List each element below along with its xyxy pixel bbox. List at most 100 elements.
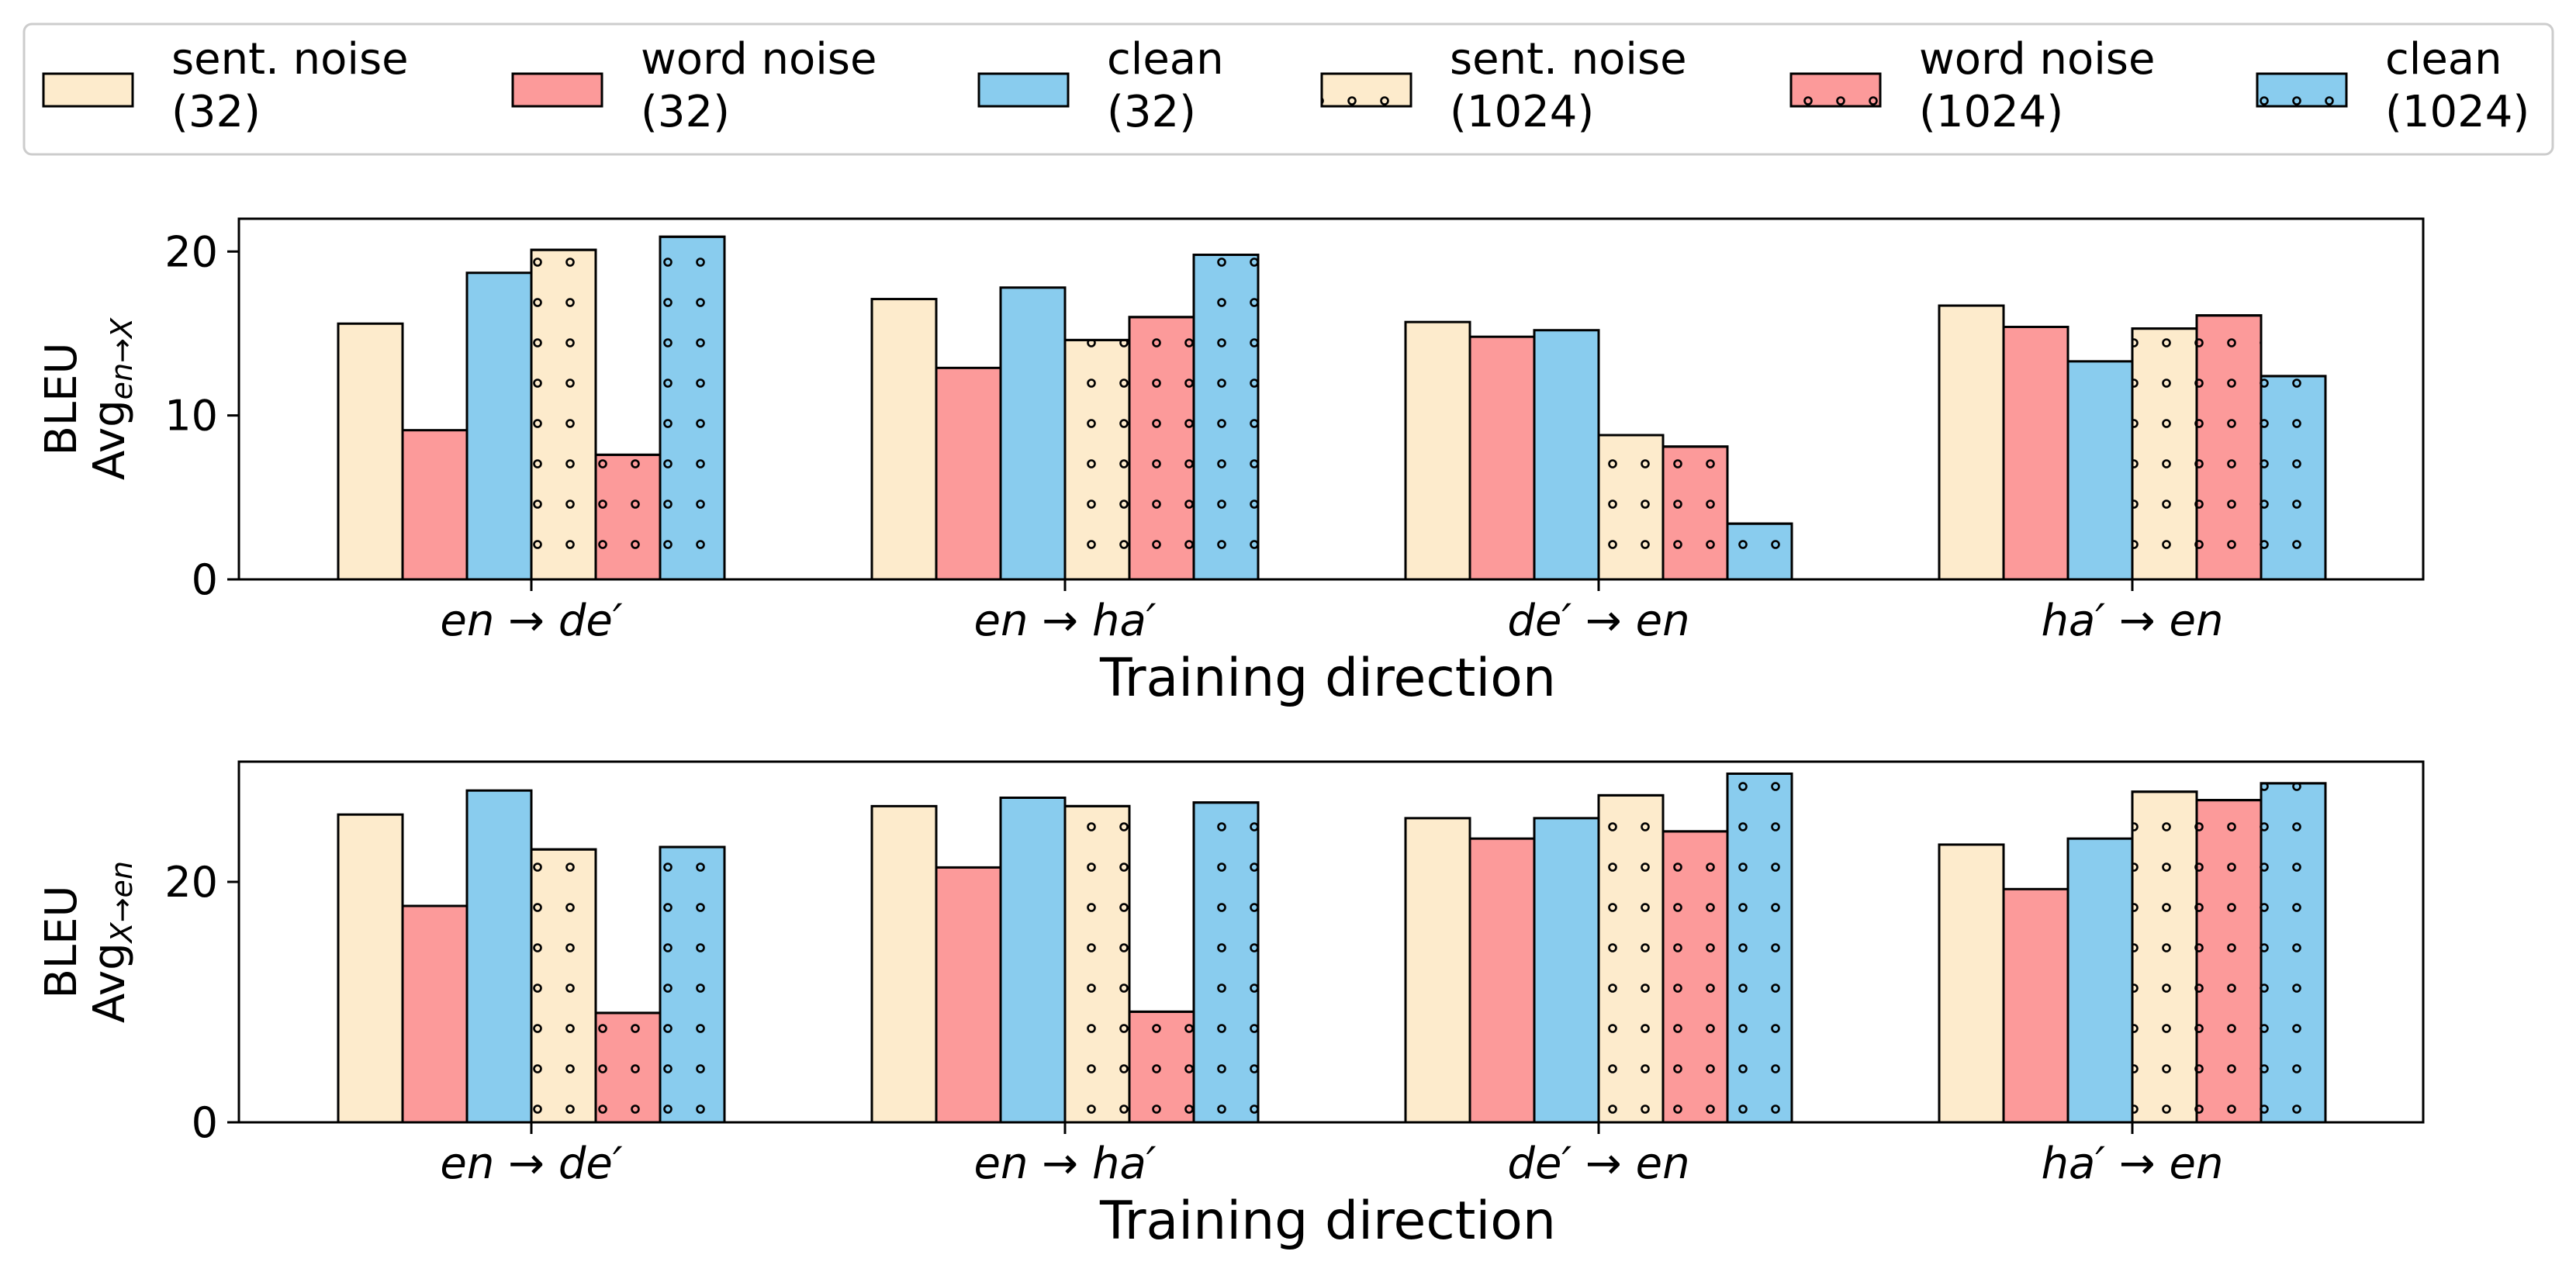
legend-swatch-hatch bbox=[1320, 72, 1412, 108]
bar-hatch bbox=[659, 845, 726, 1124]
bar bbox=[935, 866, 1002, 1124]
bar-hatch bbox=[1597, 793, 1665, 1124]
x-axis-label: Training direction bbox=[1099, 648, 1556, 709]
legend-label: clean bbox=[2385, 34, 2502, 85]
bar-hatch bbox=[1661, 445, 1729, 581]
legend-label-count: (1024) bbox=[1450, 87, 1594, 137]
legend-entry: clean(32) bbox=[977, 34, 1224, 137]
bar-hatch bbox=[1726, 773, 1793, 1124]
x-tick-label: de′ → en bbox=[1507, 596, 1689, 646]
bar-hatch bbox=[1128, 1010, 1195, 1124]
legend-swatch bbox=[977, 72, 1070, 108]
y-axis-label-avg: AvgX→en bbox=[85, 861, 139, 1023]
bar-hatch bbox=[1661, 830, 1729, 1124]
legend-entry: sent. noise(32) bbox=[42, 34, 409, 137]
x-tick-label: ha′ → en bbox=[2042, 596, 2224, 646]
bar-hatch bbox=[1192, 254, 1260, 581]
bar bbox=[2066, 837, 2134, 1124]
y-tick-label: 20 bbox=[164, 858, 218, 907]
bar-hatch bbox=[1597, 434, 1665, 581]
bar-hatch bbox=[530, 248, 597, 581]
bar bbox=[1938, 843, 2005, 1124]
legend-label-count: (32) bbox=[171, 87, 261, 137]
bar-hatch bbox=[2195, 799, 2263, 1124]
bar bbox=[2002, 326, 2069, 581]
bar-hatch bbox=[659, 235, 726, 581]
bar bbox=[401, 429, 469, 581]
legend-label-count: (1024) bbox=[1919, 87, 2063, 137]
y-axis-label-avg-sub: en→X bbox=[105, 317, 139, 399]
bar-hatch bbox=[2131, 790, 2198, 1124]
bar bbox=[1938, 304, 2005, 581]
legend-label-count: (1024) bbox=[2385, 87, 2529, 137]
bar-hatch bbox=[594, 1011, 662, 1124]
y-tick-label: 20 bbox=[164, 227, 218, 276]
bar bbox=[1404, 320, 1471, 581]
legend-label: word noise bbox=[641, 34, 877, 85]
bar bbox=[1468, 335, 1536, 581]
y-tick-label: 0 bbox=[192, 555, 218, 604]
bar-hatch bbox=[2260, 375, 2327, 581]
bar-hatch bbox=[2131, 327, 2198, 581]
legend-entry: sent. noise(1024) bbox=[1320, 34, 1687, 137]
bar bbox=[465, 789, 533, 1124]
legend-entry: word noise(32) bbox=[511, 34, 877, 137]
bar-hatch bbox=[2260, 782, 2327, 1124]
bar-hatch bbox=[1726, 522, 1793, 581]
x-axis-label: Training direction bbox=[1099, 1191, 1556, 1252]
bar-hatch bbox=[1128, 316, 1195, 581]
bar bbox=[1533, 817, 1600, 1124]
plot-frame bbox=[237, 217, 2425, 581]
bar bbox=[999, 797, 1067, 1124]
legend-swatch bbox=[42, 72, 134, 108]
bar-hatch bbox=[2195, 314, 2263, 581]
chart-panels: 0 10 20 en → de′ en → ha′ de′ → en ha′ → en Tra… bbox=[36, 217, 2425, 1252]
bar bbox=[1533, 329, 1600, 581]
legend-entry: clean(1024) bbox=[2256, 34, 2529, 137]
legend-swatch-hatch bbox=[1789, 72, 1882, 108]
x-tick-label: de′ → en bbox=[1507, 1139, 1689, 1189]
bar bbox=[870, 298, 938, 581]
bar-hatch bbox=[530, 848, 597, 1124]
legend-label: sent. noise bbox=[171, 34, 409, 85]
legend-label: clean bbox=[1107, 34, 1224, 85]
y-axis-label-metric: BLEU bbox=[36, 886, 87, 999]
y-axis-label-avg: Avgen→X bbox=[85, 317, 139, 480]
y-tick-label: 10 bbox=[164, 392, 218, 441]
legend-label: word noise bbox=[1919, 34, 2155, 85]
x-tick-label: en → de′ bbox=[440, 1139, 622, 1189]
y-axis-label-avg-main: Avg bbox=[85, 399, 135, 480]
x-tick-label: en → de′ bbox=[440, 596, 622, 646]
bar-hatch bbox=[594, 453, 662, 581]
legend-label: sent. noise bbox=[1450, 34, 1687, 85]
y-axis-label-avg-main: Avg bbox=[85, 942, 135, 1023]
chart-panel-1: 0 10 20 en → de′ en → ha′ de′ → en ha′ → en Tra… bbox=[36, 217, 2425, 709]
plot-frame bbox=[237, 760, 2425, 1124]
bar bbox=[337, 322, 404, 581]
y-tick-label: 0 bbox=[192, 1098, 218, 1147]
bar-hatch bbox=[1192, 801, 1260, 1124]
bar bbox=[2066, 360, 2134, 581]
x-tick-label: en → ha′ bbox=[974, 596, 1157, 646]
bar bbox=[870, 804, 938, 1124]
x-tick-label: en → ha′ bbox=[974, 1139, 1157, 1189]
legend-label-count: (32) bbox=[641, 87, 730, 137]
legend-entry: word noise(1024) bbox=[1789, 34, 2155, 137]
bar bbox=[337, 813, 404, 1124]
legend: sent. noise(32)word noise(32)clean(32)se… bbox=[22, 22, 2554, 156]
legend-label-count: (32) bbox=[1107, 87, 1196, 137]
legend-swatch bbox=[511, 72, 603, 108]
chart-panel-2: 0 20 en → de′ en → ha′ de′ → en ha′ → en Train… bbox=[36, 760, 2425, 1252]
bar bbox=[999, 286, 1067, 581]
bar bbox=[1468, 837, 1536, 1124]
y-axis-label-metric: BLEU bbox=[36, 343, 87, 456]
bar bbox=[1404, 817, 1471, 1124]
x-tick-label: ha′ → en bbox=[2042, 1139, 2224, 1189]
y-axis-label-avg-sub: X→en bbox=[105, 861, 139, 944]
bar-hatch bbox=[1063, 804, 1131, 1124]
bar-hatch bbox=[1063, 338, 1131, 581]
